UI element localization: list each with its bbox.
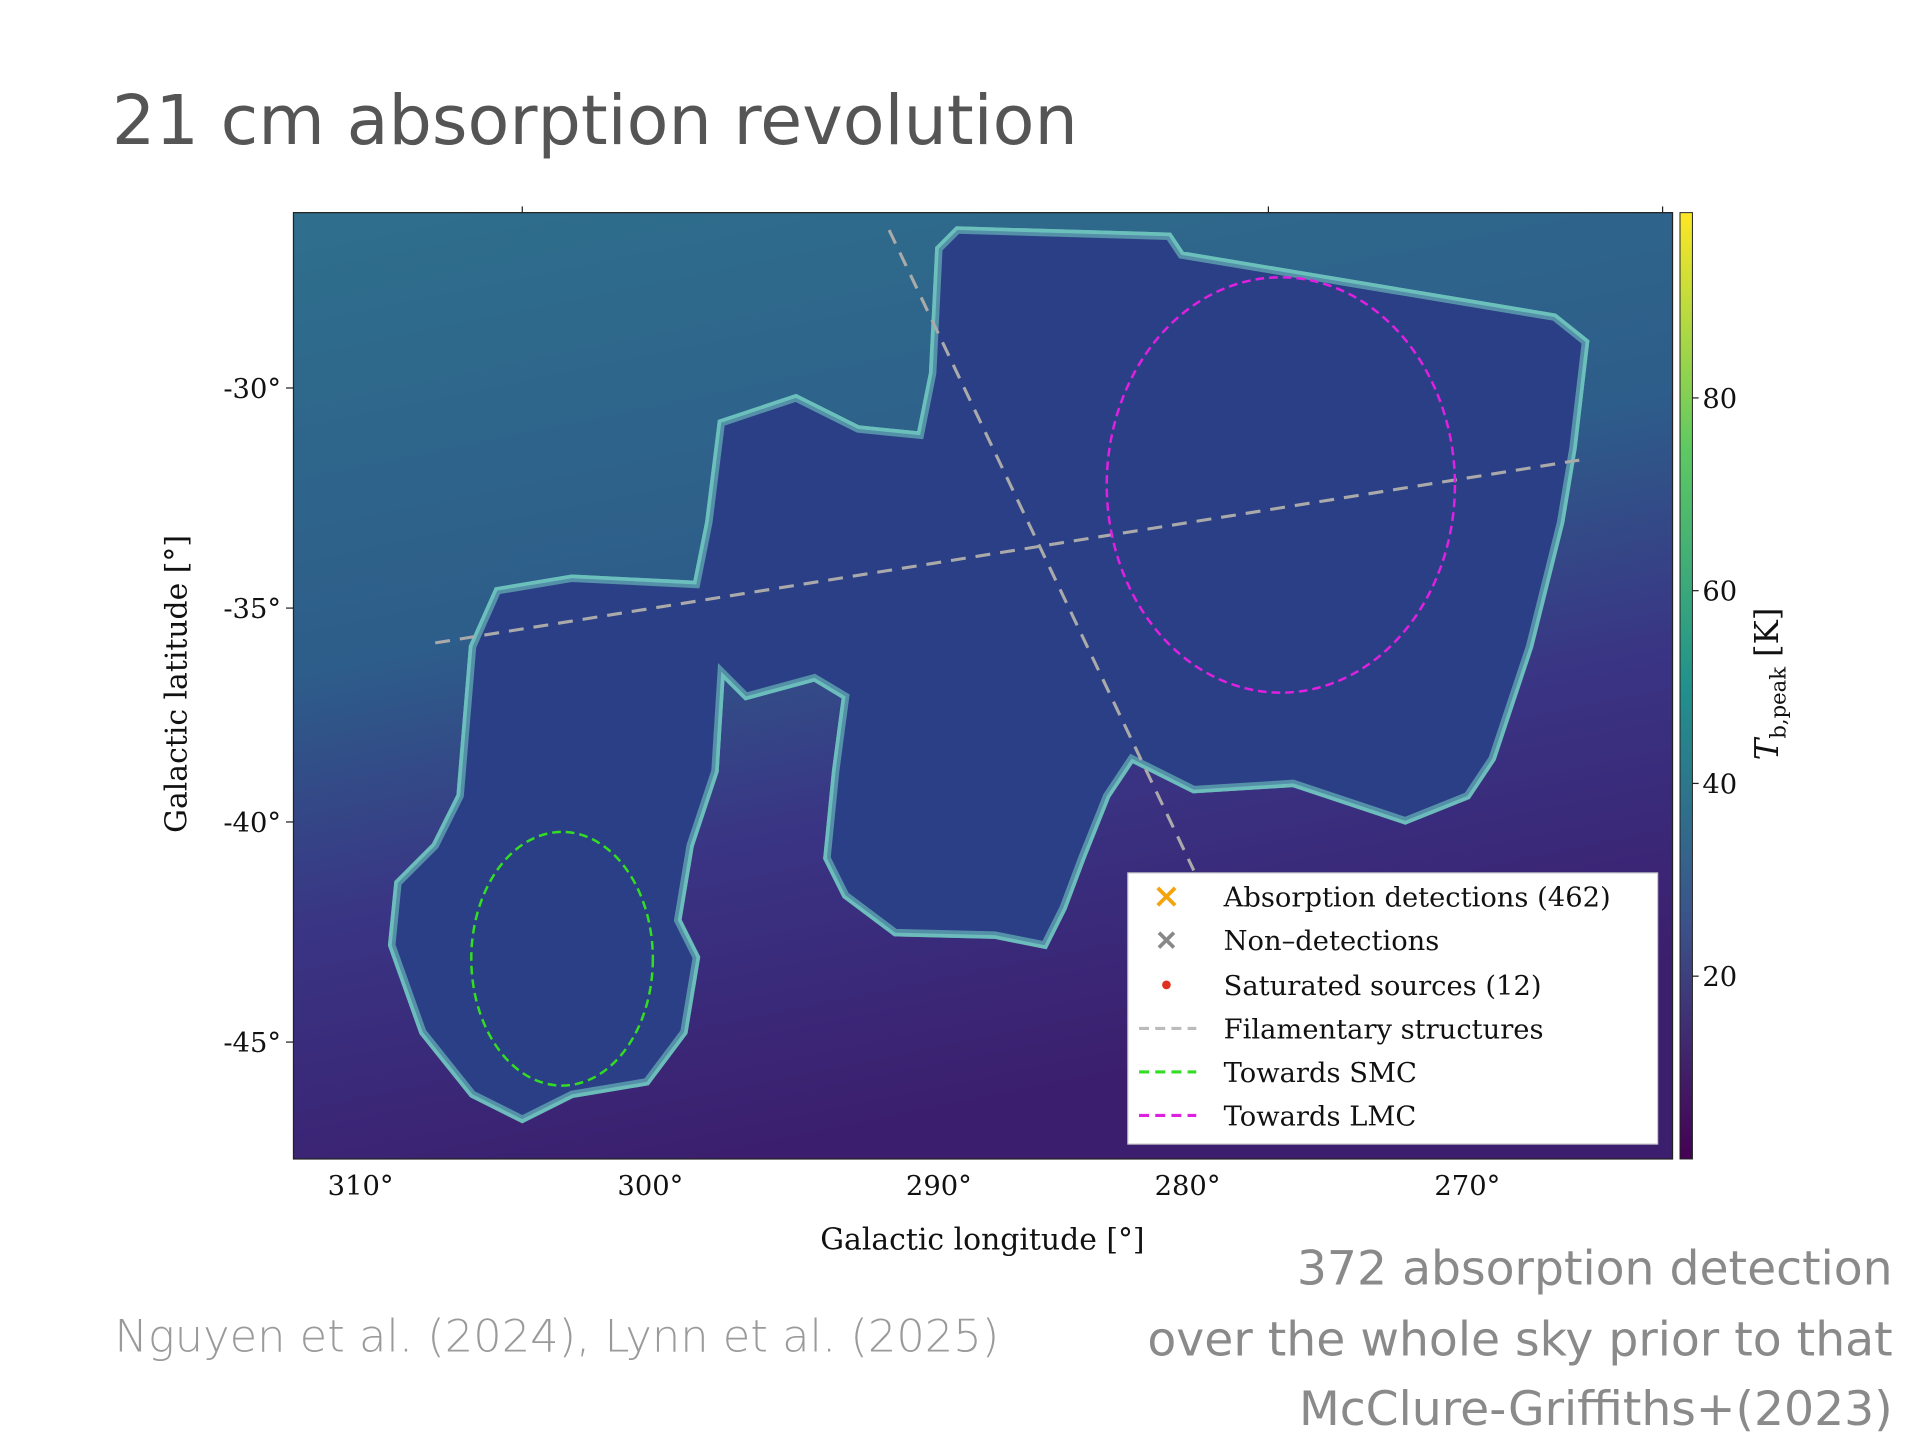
colorbar-label: Tb,peak [K]: [1748, 608, 1790, 761]
note-line: 372 absorption detection: [1297, 1242, 1893, 1297]
plot-frame: [292, 212, 1674, 1160]
legend-label: Filamentary structures: [1224, 1014, 1544, 1045]
y-tick-label: -45°: [223, 1028, 281, 1059]
x-tick-label: 290°: [906, 1171, 972, 1202]
smc-region: [470, 830, 655, 1087]
colorbar: [1679, 212, 1693, 1160]
citation: Nguyen et al. (2024), Lynn et al. (2025): [114, 1310, 999, 1363]
y-axis-label: Galactic latitude [°]: [160, 535, 195, 833]
colorbar-label-part: b,peak: [1766, 667, 1791, 739]
legend-icon: [1156, 886, 1177, 907]
x-tick-label: 280°: [1155, 1171, 1221, 1202]
legend-label: Saturated sources (12): [1224, 971, 1542, 1002]
y-tick-label: -40°: [223, 808, 281, 839]
x-tick-label: 300°: [617, 1171, 683, 1202]
x-axis-label: Galactic longitude [°]: [820, 1223, 1144, 1258]
colorbar-tick-label: 40: [1702, 769, 1737, 800]
note-line: over the whole sky prior to that: [1147, 1312, 1892, 1367]
legend-label: Towards LMC: [1224, 1101, 1417, 1132]
filament: [434, 458, 1580, 645]
note-line: McClure-Griffiths+(2023): [1299, 1382, 1893, 1437]
legend-label: Towards SMC: [1224, 1058, 1417, 1089]
legend-label: Absorption detections (462): [1223, 883, 1611, 914]
lmc-region: [1105, 276, 1457, 694]
y-tick-label: -35°: [223, 594, 281, 625]
filament: [887, 229, 1196, 872]
legend-icon: [1157, 931, 1176, 949]
slide-title: 21 cm absorption revolution: [112, 82, 1078, 161]
colorbar-tick-label: 60: [1702, 577, 1737, 608]
legend-icon: [1162, 980, 1171, 990]
legend: [1127, 872, 1659, 1145]
y-tick-label: -30°: [223, 374, 281, 405]
x-tick-label: 270°: [1434, 1171, 1500, 1202]
x-tick-label: 310°: [328, 1171, 394, 1202]
colorbar-label-part: [K]: [1748, 608, 1786, 657]
colorbar-tick-label: 20: [1702, 962, 1737, 993]
colorbar-label-part: T: [1748, 736, 1786, 760]
sky-map: [293, 212, 1673, 1159]
colorbar-tick-label: 80: [1702, 384, 1737, 415]
legend-label: Non–detections: [1224, 926, 1440, 957]
